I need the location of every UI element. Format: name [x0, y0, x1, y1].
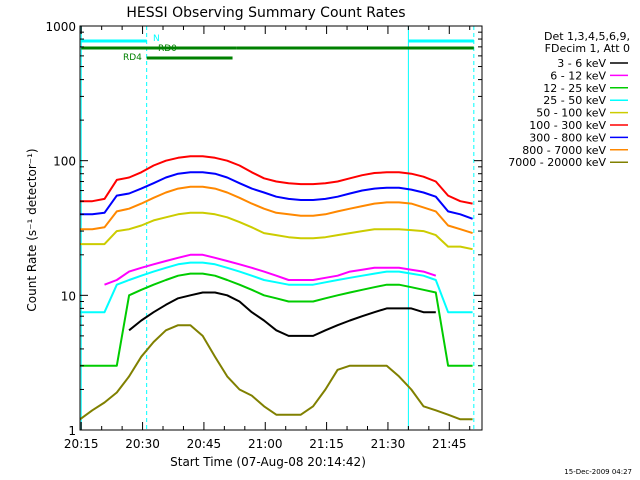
legend-header-line-2: FDecim 1, Att 0 — [545, 42, 630, 55]
x-tick-label-4: 21:15 — [309, 437, 344, 451]
flag-label-0: N — [153, 34, 160, 44]
y-tick-label-0: 1 — [68, 424, 76, 438]
y-tick-label-3: 1000 — [45, 20, 76, 34]
series-line-4 — [80, 211, 473, 251]
flag-label-2: RD4 — [123, 53, 142, 63]
x-tick-label-2: 20:45 — [187, 437, 222, 451]
legend-header-line-1: Det 1,3,4,5,6,9, — [544, 30, 630, 43]
legend-label-0: 3 - 6 keV — [557, 57, 606, 70]
flag-label-1: RD0 — [158, 44, 177, 54]
series-line-2 — [80, 272, 473, 367]
axes: 1 10 100 1000 20:15 20:30 20:45 21:00 21:15 21:30… — [45, 20, 482, 451]
x-tick-label-0: 20:15 — [64, 437, 99, 451]
chart-title: HESSI Observing Summary Count Rates — [126, 5, 405, 21]
legend-label-1: 6 - 12 keV — [550, 69, 606, 82]
x-tick-label-5: 21:30 — [371, 437, 406, 451]
y-tick-label-2: 100 — [53, 155, 76, 169]
y-tick-label-1: 10 — [61, 289, 76, 303]
series-line-6 — [80, 171, 473, 220]
x-axis-label: Start Time (07-Aug-08 20:14:42) — [170, 455, 366, 469]
plot-frame — [79, 25, 483, 431]
series-line-1 — [104, 253, 437, 286]
legend-label-8: 7000 - 20000 keV — [508, 156, 606, 169]
y-axis-label: Count Rate (s⁻¹ detector⁻¹) — [25, 148, 39, 311]
legend-label-5: 100 - 300 keV — [529, 119, 606, 132]
legend-label-7: 800 - 7000 keV — [522, 144, 606, 157]
series-line-9 — [80, 155, 473, 205]
x-tick-label-3: 21:00 — [248, 437, 283, 451]
series-line-3 — [80, 261, 473, 314]
timestamp: 15-Dec-2009 04:27 — [564, 468, 632, 476]
legend-label-3: 25 - 50 keV — [543, 94, 606, 107]
series-line-0 — [128, 291, 436, 337]
series-line-7 — [80, 185, 473, 235]
x-tick-label-1: 20:30 — [125, 437, 160, 451]
legend-label-6: 300 - 800 keV — [529, 131, 606, 144]
legend-label-4: 50 - 100 keV — [536, 107, 606, 120]
x-tick-label-6: 21:45 — [432, 437, 467, 451]
series-line-8 — [79, 324, 473, 421]
legend-label-2: 12 - 25 keV — [543, 82, 606, 95]
